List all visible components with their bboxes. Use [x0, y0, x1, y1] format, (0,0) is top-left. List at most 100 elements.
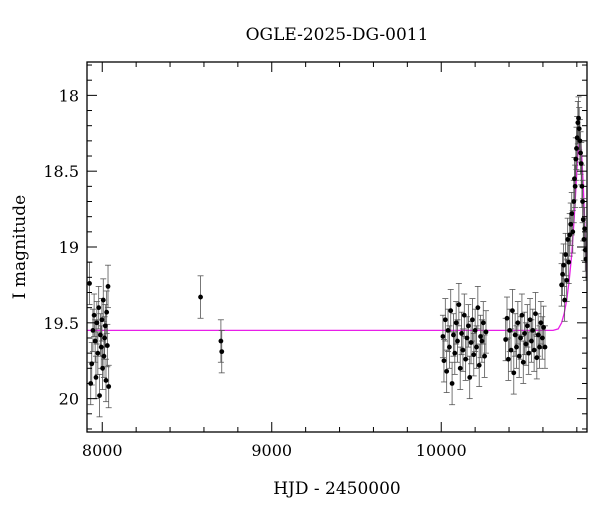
data-point	[577, 138, 583, 144]
data-point	[510, 308, 515, 314]
data-point	[529, 338, 534, 344]
data-point	[530, 328, 536, 333]
data-point	[541, 324, 547, 330]
data-point	[507, 328, 513, 333]
data-point	[87, 280, 92, 286]
data-point	[514, 344, 519, 350]
y-tick-label: 18.5	[43, 162, 79, 181]
data-point	[580, 217, 586, 223]
data-point	[560, 271, 565, 277]
data-point	[578, 150, 583, 156]
data-point	[468, 340, 474, 345]
data-point	[461, 312, 467, 318]
data-point	[527, 317, 533, 323]
data-point	[581, 237, 587, 242]
y-tick-label: 19	[59, 238, 79, 257]
data-point	[90, 328, 96, 333]
data-point	[559, 282, 564, 288]
data-point	[564, 277, 570, 283]
data-point	[470, 317, 475, 323]
data-point	[533, 311, 538, 317]
data-point	[106, 384, 112, 389]
data-point	[464, 335, 470, 341]
data-point	[92, 338, 98, 344]
data-point	[539, 335, 545, 341]
data-point	[449, 381, 455, 386]
x-tick-label: 9000	[251, 441, 292, 460]
data-point	[478, 334, 483, 339]
data-point	[452, 350, 458, 356]
data-point	[104, 343, 110, 348]
data-point	[445, 328, 451, 333]
model-curve	[87, 140, 587, 332]
data-point	[566, 259, 572, 265]
data-point	[567, 232, 573, 238]
data-point	[582, 226, 587, 232]
data-point	[98, 344, 104, 350]
data-point	[572, 183, 578, 189]
data-point	[563, 252, 569, 257]
data-point	[103, 378, 109, 383]
data-point	[575, 120, 581, 126]
data-point	[578, 161, 584, 166]
data-point	[582, 247, 587, 253]
data-point	[505, 356, 511, 362]
data-point	[524, 323, 530, 329]
y-axis-label: I magnitude	[10, 195, 30, 299]
data-point	[198, 294, 203, 300]
data-point	[522, 331, 528, 336]
data-point	[467, 375, 473, 380]
chart-title: OGLE-2025-DG-0011	[246, 25, 429, 45]
data-point	[472, 328, 478, 333]
data-point	[89, 361, 95, 367]
x-axis-label: HJD - 2450000	[273, 479, 401, 499]
data-point	[463, 356, 469, 362]
data-point	[573, 156, 579, 162]
axis-ticks: 8000 9000 10000 18 18.5 19 19.5 20	[43, 62, 587, 460]
data-point	[465, 323, 471, 329]
data-point	[570, 229, 576, 235]
data-point	[579, 183, 585, 189]
data-point	[444, 368, 450, 374]
data-point	[538, 320, 544, 326]
data-point	[95, 350, 101, 356]
data-point	[102, 323, 108, 329]
data-point	[572, 176, 577, 182]
data-point	[519, 312, 525, 318]
data-point	[440, 334, 446, 339]
data-point	[565, 237, 571, 242]
data-point	[453, 320, 459, 326]
y-tick-label: 19.5	[43, 314, 79, 333]
data-point	[451, 332, 456, 338]
data-point	[576, 115, 581, 121]
data-point	[561, 262, 567, 268]
data-point	[456, 302, 462, 308]
data-point	[460, 347, 466, 353]
data-point	[576, 126, 582, 132]
data-point	[583, 256, 587, 262]
data-point	[476, 362, 482, 368]
data-point	[475, 305, 481, 311]
data-point	[459, 331, 464, 336]
data-point	[442, 317, 448, 323]
data-point	[102, 335, 108, 341]
data-point	[105, 284, 111, 289]
data-point	[503, 337, 509, 342]
data-point	[523, 341, 529, 347]
data-point	[474, 344, 479, 350]
data-point	[471, 352, 477, 358]
data-point	[534, 355, 540, 361]
data-point	[537, 344, 542, 350]
data-point	[542, 344, 548, 350]
x-tick-label: 8000	[82, 441, 123, 460]
data-point	[568, 221, 574, 227]
y-tick-label: 18	[59, 86, 79, 105]
data-point	[511, 370, 517, 376]
data-point	[520, 359, 526, 365]
plot-frame	[86, 61, 588, 433]
data-point	[455, 338, 460, 344]
data-point	[104, 309, 110, 315]
plot-area	[87, 96, 587, 418]
data-point	[100, 365, 105, 371]
